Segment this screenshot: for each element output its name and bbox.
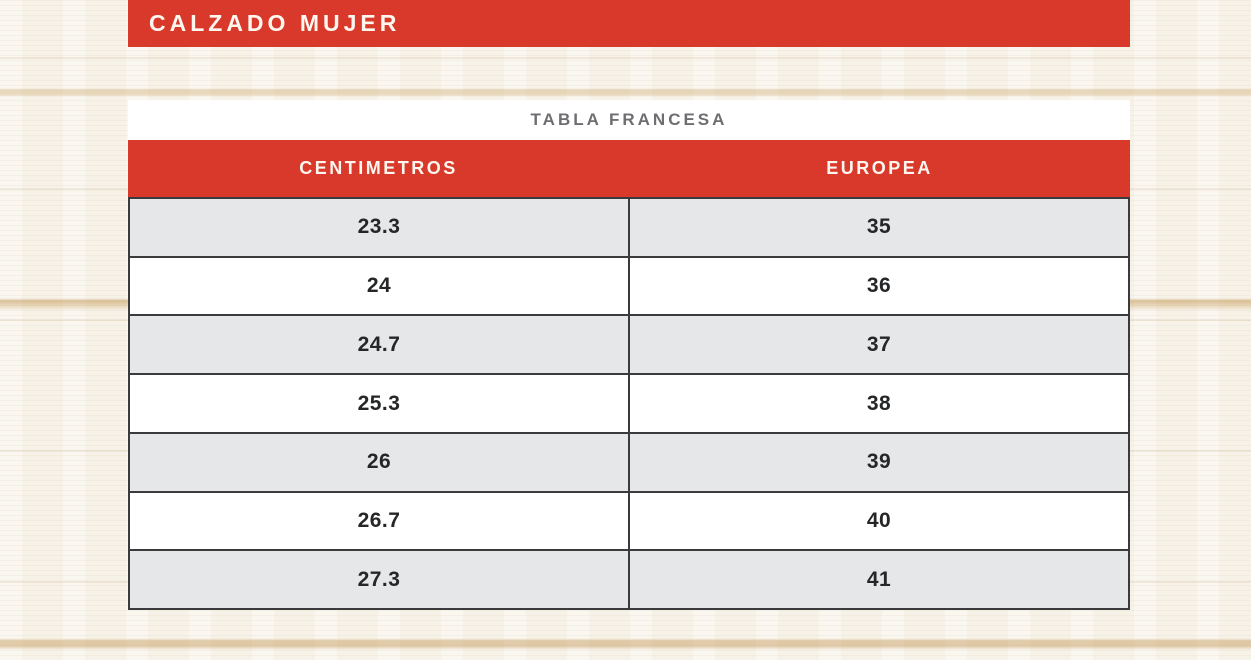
- table-row: 26 39: [130, 431, 1128, 491]
- cell-centimetros: 24.7: [130, 316, 630, 374]
- column-header-europea: EUROPEA: [826, 158, 933, 178]
- cell-europea: 36: [866, 274, 892, 298]
- cell-europea: 37: [866, 332, 892, 356]
- cell-centimetros: 26: [130, 433, 630, 491]
- cell-centimetros: 24: [130, 257, 630, 315]
- table-row: 27.3 41: [130, 549, 1128, 609]
- cell-centimetros: 25.3: [130, 375, 630, 432]
- cell-europea: 40: [866, 508, 892, 532]
- cell-europea: 35: [866, 215, 892, 239]
- table-title: TABLA FRANCESA: [530, 110, 728, 129]
- cell-europea: 39: [866, 450, 892, 474]
- cell-europea: 41: [866, 567, 892, 591]
- table-row: 24 36: [130, 255, 1128, 315]
- page-title: CALZADO MUJER: [149, 10, 401, 36]
- table-row: 25.3 38: [130, 373, 1128, 432]
- cell-europea: 38: [866, 391, 892, 415]
- table-row: 24.7 37: [130, 314, 1128, 374]
- table-body: 23.3 35 24 36 24.7 37 25.3 38 26 39 26.7…: [128, 197, 1130, 610]
- cell-centimetros: 23.3: [130, 199, 630, 256]
- size-chart-panel: TABLA FRANCESA CENTIMETROS EUROPEA 23.3 …: [128, 100, 1130, 610]
- table-row: 26.7 40: [130, 490, 1128, 550]
- cell-centimetros: 26.7: [130, 492, 630, 550]
- page-header-bar: CALZADO MUJER: [128, 0, 1130, 47]
- cell-centimetros: 27.3: [130, 551, 630, 609]
- column-header-centimetros: CENTIMETROS: [299, 158, 458, 178]
- table-row: 23.3 35: [130, 199, 1128, 256]
- table-header-row: CENTIMETROS EUROPEA: [128, 140, 1130, 197]
